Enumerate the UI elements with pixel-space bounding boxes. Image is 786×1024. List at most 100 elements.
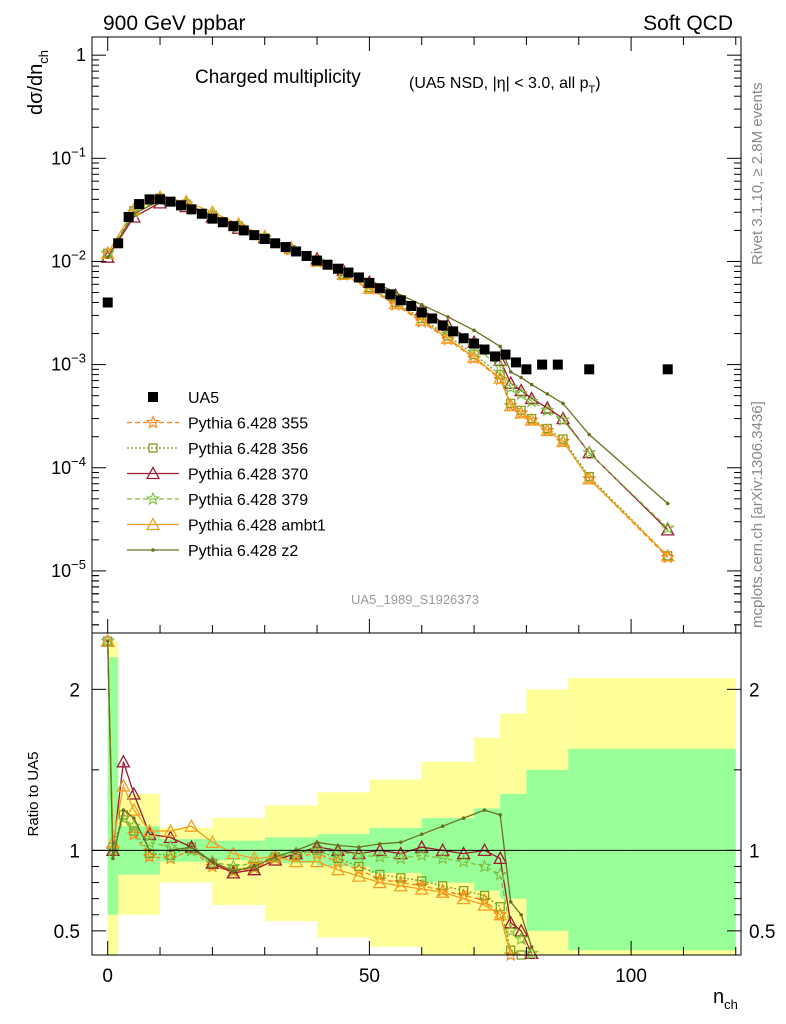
ratio-series-line bbox=[107, 641, 532, 956]
ua5-data-point bbox=[280, 242, 291, 253]
ua5-data-point bbox=[102, 297, 113, 308]
legend-item: Pythia 6.428 355 bbox=[127, 415, 308, 433]
ua5-data-point bbox=[165, 196, 176, 207]
ratio-band-inner bbox=[107, 657, 119, 915]
ratio-series-point bbox=[142, 826, 157, 840]
ratio-y-label: Ratio to UA5 bbox=[25, 751, 42, 836]
side-label-mcplots: mcplots.cern.ch [arXiv:1306.3436] bbox=[749, 401, 766, 628]
ratio-series-point bbox=[121, 808, 126, 812]
ratio-series-point bbox=[205, 854, 220, 868]
ratio-y-tick-label-right: 1 bbox=[749, 841, 760, 862]
ratio-y-tick-label-right: 0.5 bbox=[749, 922, 775, 943]
main-series-point bbox=[519, 375, 523, 380]
legend-marker bbox=[145, 517, 161, 531]
ratio-x-tick-label: 100 bbox=[615, 966, 647, 987]
ratio-series-point bbox=[163, 823, 178, 837]
ratio-band-inner bbox=[631, 748, 736, 951]
ua5-data-point bbox=[332, 263, 343, 274]
main-series-point bbox=[582, 445, 597, 459]
ratio-series-point bbox=[375, 869, 385, 880]
main-series-point bbox=[466, 349, 482, 363]
main-series-point bbox=[419, 303, 424, 307]
main-series-point bbox=[514, 386, 529, 400]
ratio-series-point bbox=[417, 876, 427, 886]
ua5-data-point bbox=[406, 300, 417, 311]
ratio-panel: 0.5 0.5 1 1 2 2 0 50 100 Ratio to UA5 nch bbox=[25, 632, 776, 1012]
analysis-id: UA5_1989_S1926373 bbox=[351, 592, 479, 607]
main-series-point bbox=[493, 370, 508, 384]
ratio-series-point bbox=[482, 808, 487, 812]
ratio-series-point bbox=[372, 875, 387, 889]
ratio-series-point bbox=[508, 900, 513, 904]
main-series-point bbox=[493, 359, 508, 373]
ratio-x-tick-label: 0 bbox=[102, 966, 113, 987]
ratio-series-point bbox=[498, 813, 503, 817]
ratio-y-ticks: 0.5 0.5 1 1 2 2 bbox=[54, 680, 776, 943]
ratio-series-point bbox=[440, 824, 445, 828]
ratio-series-point bbox=[315, 840, 319, 845]
ratio-series-point bbox=[309, 839, 325, 853]
main-y-tick-label: 10−2 bbox=[51, 247, 86, 271]
main-series-point bbox=[105, 255, 110, 259]
ratio-x-label-text: n bbox=[713, 986, 724, 1008]
ratio-series-point bbox=[330, 862, 346, 876]
ua5-data-point bbox=[510, 357, 521, 368]
ratio-series-point bbox=[252, 864, 257, 869]
ratio-series-point bbox=[493, 867, 508, 881]
ua5-data-point bbox=[353, 272, 364, 283]
main-series-point bbox=[503, 380, 518, 394]
legend-item: Pythia 6.428 ambt1 bbox=[127, 517, 326, 535]
main-series-point bbox=[665, 501, 670, 506]
ua5-data-point bbox=[312, 255, 323, 266]
ratio-series-point bbox=[396, 873, 406, 883]
main-series-point bbox=[498, 344, 503, 349]
legend-label: Pythia 6.428 370 bbox=[188, 467, 308, 484]
ratio-series-point bbox=[419, 832, 424, 837]
ua5-data-point bbox=[448, 326, 459, 337]
ratio-band-outer bbox=[212, 818, 265, 906]
ratio-y-tick-label-left: 0.5 bbox=[54, 922, 80, 943]
main-series-point bbox=[472, 328, 476, 333]
ratio-series-point bbox=[289, 854, 304, 868]
legend-label: UA5 bbox=[188, 390, 219, 407]
ratio-series-point bbox=[456, 891, 471, 905]
main-series-point bbox=[524, 391, 539, 405]
title-sub-subscript: T bbox=[589, 84, 596, 96]
ua5-data-point bbox=[291, 246, 302, 257]
legend: UA5 Pythia 6.428 355 Pythia 6.428 356 Pythi… bbox=[127, 390, 326, 560]
side-label-rivet: Rivet 3.1.10, ≥ 2.8M events bbox=[749, 83, 766, 266]
legend-item: Pythia 6.428 z2 bbox=[127, 543, 298, 560]
ratio-series-point bbox=[414, 881, 429, 895]
ua5-data-point bbox=[395, 295, 406, 306]
ua5-data-point bbox=[249, 230, 260, 241]
ua5-data-point bbox=[259, 234, 270, 245]
ratio-y-tick-label-right: 2 bbox=[749, 680, 760, 701]
header-left: 900 GeV ppbar bbox=[103, 12, 245, 35]
main-series-point bbox=[540, 402, 555, 417]
main-series-point bbox=[545, 392, 550, 396]
ua5-data-point bbox=[175, 200, 186, 211]
legend-item: Pythia 6.428 356 bbox=[127, 441, 308, 458]
main-series-point bbox=[555, 412, 571, 427]
main-x-ticks bbox=[107, 37, 737, 633]
ua5-data-point bbox=[113, 238, 124, 249]
ratio-series-point bbox=[226, 859, 241, 873]
ratio-series-point bbox=[116, 778, 131, 792]
title-main: Charged multiplicity bbox=[195, 67, 361, 88]
ratio-series-point bbox=[529, 945, 534, 949]
ua5-data-point bbox=[217, 217, 228, 228]
ua5-data-point bbox=[155, 194, 166, 205]
main-series-point bbox=[555, 434, 571, 448]
main-panel: 1 10−1 10−2 10−3 10−4 10−5 Charged multiplici… bbox=[25, 36, 742, 634]
ua5-data-point bbox=[500, 349, 511, 360]
ratio-series-point bbox=[519, 912, 523, 917]
ua5-data-point bbox=[186, 204, 197, 215]
ratio-series-point bbox=[372, 849, 387, 863]
ratio-series-point bbox=[493, 907, 508, 921]
legend-marker bbox=[148, 443, 158, 453]
ua5-data-point bbox=[144, 194, 155, 205]
ua5-data-point bbox=[343, 267, 354, 278]
main-y-label-text: dσ/dn bbox=[25, 64, 47, 115]
main-series-point bbox=[524, 412, 539, 426]
